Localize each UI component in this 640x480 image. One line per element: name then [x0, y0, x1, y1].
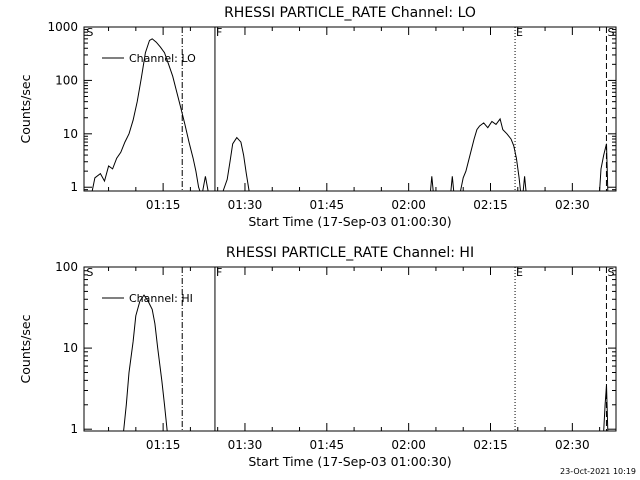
- y-tick-label: 100: [55, 73, 78, 87]
- event-marker-label: S: [607, 266, 614, 279]
- series-line: [450, 176, 455, 192]
- x-tick-label: 02:30: [555, 438, 590, 452]
- x-tick-label: 01:45: [310, 438, 345, 452]
- x-tick-label: 02:00: [391, 438, 426, 452]
- chart-title: RHESSI PARTICLE_RATE Channel: HI: [226, 245, 474, 261]
- series-line: [460, 117, 521, 192]
- event-marker-label: F: [216, 26, 222, 39]
- y-axis-label: Counts/sec: [18, 74, 33, 143]
- event-marker-label: E: [516, 26, 523, 39]
- plot-frame: [83, 266, 617, 432]
- y-tick-label: 1: [70, 422, 78, 436]
- event-marker-label: F: [216, 266, 222, 279]
- event-marker-label: S: [86, 266, 93, 279]
- y-tick-label: 1000: [47, 20, 78, 34]
- x-tick-label: 01:45: [310, 198, 345, 212]
- legend-label: Channel: HI: [129, 292, 193, 305]
- event-marker-label: S: [86, 26, 93, 39]
- x-tick-label: 01:15: [146, 198, 181, 212]
- legend-label: Channel: LO: [129, 52, 196, 65]
- series-line: [430, 176, 434, 192]
- event-marker-label: E: [516, 266, 523, 279]
- x-tick-label: 02:15: [473, 438, 508, 452]
- x-tick-label: 01:15: [146, 438, 181, 452]
- event-marker-label: S: [607, 26, 614, 39]
- y-tick-label: 1: [70, 180, 78, 194]
- chart-title: RHESSI PARTICLE_RATE Channel: LO: [224, 5, 476, 21]
- series-line: [599, 143, 609, 192]
- x-tick-label: 01:30: [228, 198, 263, 212]
- x-tick-label: 02:00: [391, 198, 426, 212]
- plot-frame: [83, 26, 617, 192]
- series-line: [123, 294, 168, 432]
- x-axis-label: Start Time (17-Sep-03 01:00:30): [248, 454, 451, 469]
- series-line: [522, 176, 527, 192]
- y-tick-label: 10: [63, 127, 78, 141]
- series-line: [603, 385, 609, 432]
- chart-panel-lo: RHESSI PARTICLE_RATE Channel: LO Counts/…: [18, 5, 617, 229]
- y-tick-label: 10: [63, 341, 78, 355]
- y-tick-label: 100: [55, 260, 78, 274]
- x-axis-label: Start Time (17-Sep-03 01:00:30): [248, 214, 451, 229]
- timestamp: 23-Oct-2021 10:19: [560, 467, 636, 476]
- x-tick-label: 01:30: [228, 438, 263, 452]
- series-line: [202, 176, 209, 192]
- x-tick-label: 02:15: [473, 198, 508, 212]
- series-line: [222, 136, 250, 192]
- x-tick-label: 02:30: [555, 198, 590, 212]
- series-line: [91, 38, 201, 192]
- chart-panel-hi: RHESSI PARTICLE_RATE Channel: HI Counts/…: [18, 245, 617, 469]
- y-axis-label: Counts/sec: [18, 314, 33, 383]
